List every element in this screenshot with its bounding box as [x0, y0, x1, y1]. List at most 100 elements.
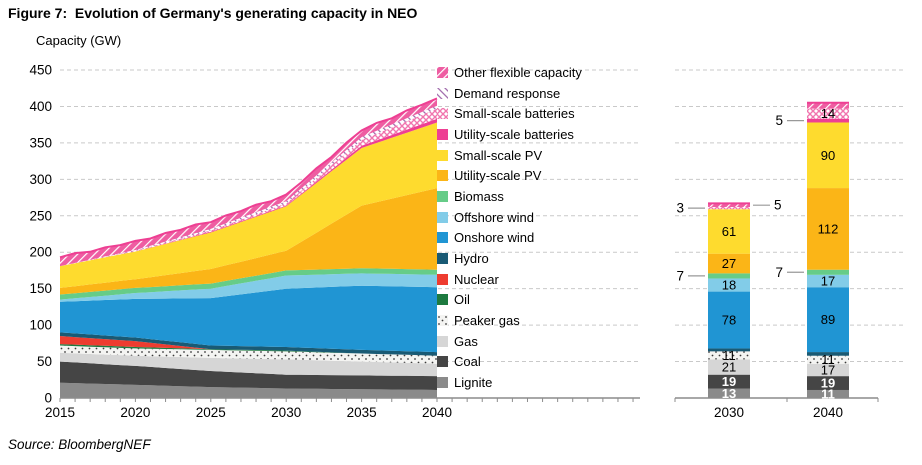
area-series-hydro: [60, 332, 437, 356]
bar-segment-small_batteries: [807, 108, 849, 119]
swatch-fill: [437, 335, 448, 347]
other_flexible-swatch-icon: [437, 66, 448, 78]
bar-segment-utility_batteries: [807, 118, 849, 123]
bar-segment-other_flexible: [807, 102, 849, 109]
offshore_wind-swatch-icon: [437, 211, 448, 223]
bar-segment-onshore_wind: [708, 291, 750, 349]
legend-label: Onshore wind: [454, 230, 535, 246]
legend-item-utility_pv: Utility-scale PV: [437, 165, 582, 186]
bar-segment-biomass: [807, 269, 849, 275]
bar-value-label: 61: [722, 224, 736, 239]
bar-value-label: 18: [722, 278, 736, 293]
coal-swatch-icon: [437, 356, 448, 368]
legend-item-demand_response: Demand response: [437, 83, 582, 104]
bar-segment-other_flexible: [708, 203, 750, 208]
area-series-nuclear: [60, 336, 437, 356]
bar-segment-peaker_gas: [708, 351, 750, 360]
oil-swatch-icon: [437, 294, 448, 306]
figure-title: Figure 7: Evolution of Germany's generat…: [8, 5, 418, 21]
bar-segment-biomass: [708, 273, 750, 279]
bar-segment-peaker_gas: [807, 355, 849, 364]
legend-label: Peaker gas: [454, 313, 520, 329]
bar-value-label: 27: [722, 256, 736, 271]
y-tick-label: 150: [29, 281, 52, 296]
bar-segment-utility_pv: [807, 188, 849, 270]
area-top-outline: [59, 97, 438, 259]
legend-label: Coal: [454, 354, 481, 370]
legend-label: Lignite: [454, 375, 493, 391]
bar-segment-lignite: [807, 389, 849, 398]
bar-value-label: 21: [722, 360, 736, 375]
legend-item-coal: Coal: [437, 352, 582, 373]
area-series-coal: [60, 361, 437, 390]
bar-value-label: 5: [774, 198, 782, 213]
y-tick-label: 350: [29, 135, 52, 150]
legend-item-gas: Gas: [437, 331, 582, 352]
legend-label: Nuclear: [454, 271, 499, 287]
legend-item-other_flexible: Other flexible capacity: [437, 62, 582, 83]
bar-value-label: 11: [821, 386, 835, 401]
area-chart: [59, 97, 438, 398]
y-tick-label: 300: [29, 172, 52, 187]
bar-segment-utility_pv: [708, 253, 750, 274]
x-tick-label: 2035: [347, 405, 377, 420]
area-series-demand_response: [60, 105, 437, 267]
y-axis-title: Capacity (GW): [36, 33, 122, 48]
swatch-fill: [437, 356, 448, 368]
bar-segment-hydro: [807, 352, 849, 356]
legend-item-offshore_wind: Offshore wind: [437, 207, 582, 228]
area-series-lignite: [60, 382, 437, 398]
bar-segment-gas: [708, 359, 750, 375]
small_batteries-swatch-icon: [437, 108, 448, 120]
area-series-small_pv: [60, 122, 437, 288]
legend-item-hydro: Hydro: [437, 248, 582, 269]
legend-label: Oil: [454, 292, 470, 308]
legend-item-peaker_gas: Peaker gas: [437, 310, 582, 331]
swatch-fill: [437, 377, 448, 389]
area-series-utility_pv: [60, 188, 437, 295]
bar-value-label: 14: [821, 106, 835, 121]
lignite-swatch-icon: [437, 377, 448, 389]
x-tick-label: 2025: [196, 405, 226, 420]
onshore_wind-swatch-icon: [437, 232, 448, 244]
source-note: Source: BloombergNEF: [8, 437, 151, 452]
legend-item-oil: Oil: [437, 290, 582, 311]
legend: Other flexible capacity Demand response Sm…: [437, 62, 582, 393]
nuclear-swatch-icon: [437, 273, 448, 285]
bar-value-label: 19: [821, 376, 835, 391]
gas-swatch-icon: [437, 335, 448, 347]
legend-item-lignite: Lignite: [437, 372, 582, 393]
swatch-fill: [437, 108, 448, 120]
bar-value-label: 11: [821, 352, 835, 367]
swatch-fill: [437, 211, 448, 223]
legend-item-nuclear: Nuclear: [437, 269, 582, 290]
x-tick-label: 2020: [120, 405, 150, 420]
area-series-oil: [60, 344, 437, 356]
bar-segment-coal: [708, 374, 750, 389]
area-series-peaker_gas: [60, 345, 437, 364]
y-tick-label: 100: [29, 318, 52, 333]
legend-item-biomass: Biomass: [437, 186, 582, 207]
area-series-gas: [60, 352, 437, 377]
x-tick-label: 2015: [45, 405, 75, 420]
bar-segment-gas: [807, 363, 849, 377]
legend-item-small_batteries: Small-scale batteries: [437, 103, 582, 124]
legend-label: Utility-scale batteries: [454, 126, 574, 142]
legend-label: Demand response: [454, 85, 561, 101]
swatch-fill: [437, 253, 448, 265]
bar-value-label: 7: [676, 268, 684, 283]
small_pv-swatch-icon: [437, 149, 448, 161]
x-tick-label: 2030: [271, 405, 301, 420]
utility_batteries-swatch-icon: [437, 128, 448, 140]
swatch-fill: [437, 190, 448, 202]
bar-value-label: 3: [676, 201, 684, 216]
swatch-fill: [437, 315, 448, 327]
bar-segment-onshore_wind: [807, 287, 849, 353]
bar-value-label: 19: [722, 374, 736, 389]
x-tick-label: 2040: [422, 405, 452, 420]
swatch-fill: [437, 170, 448, 182]
bar-value-label: 89: [821, 312, 835, 327]
